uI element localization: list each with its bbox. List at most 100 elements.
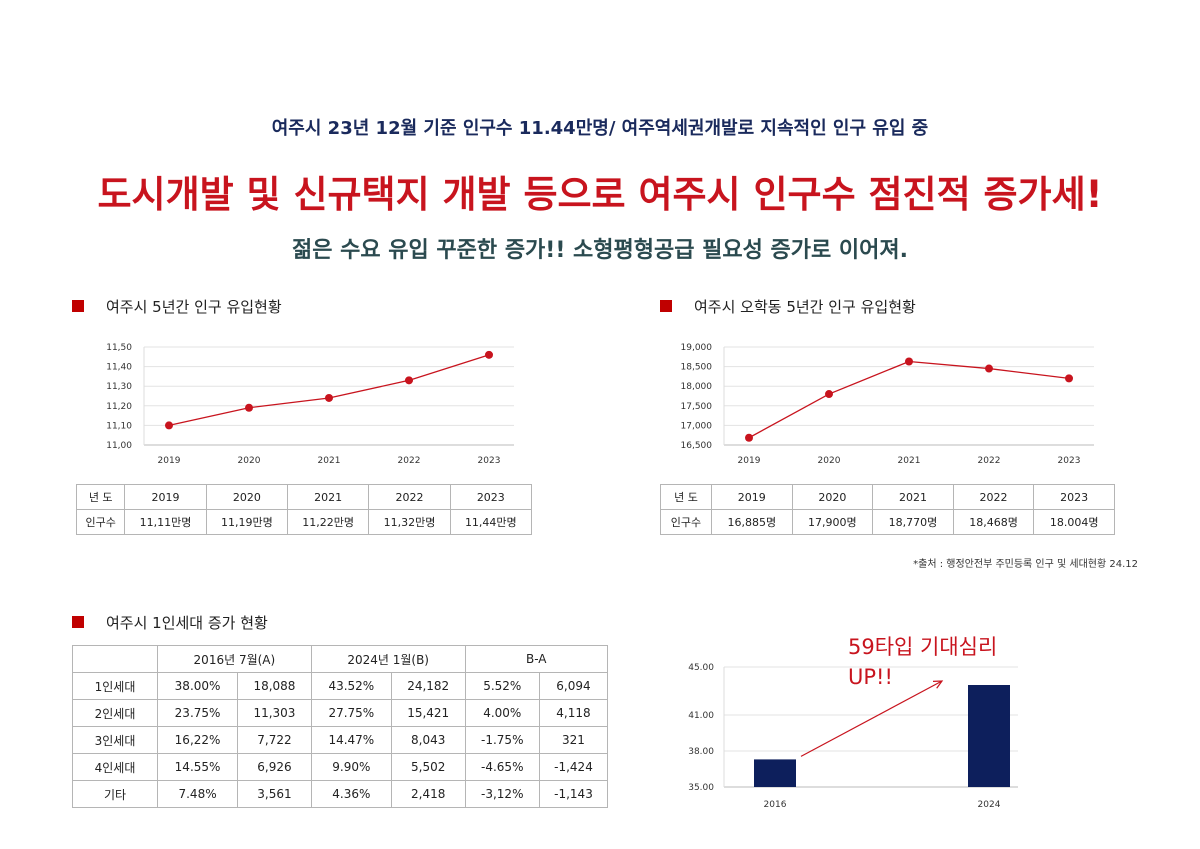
y-tick-label: 45.00 bbox=[688, 663, 714, 673]
table-cell: 년 도 bbox=[75, 484, 126, 510]
x-tick-label: 2023 bbox=[1058, 456, 1081, 466]
right-line-chart: 16,500 17,000 17,500 18,000 18,500 19,000 2019… bbox=[681, 343, 1094, 466]
y-tick-label: 11,40 bbox=[106, 363, 132, 373]
household-section-title: 여주시 1인세대 증가 현황 bbox=[106, 614, 268, 632]
x-tick-label: 2021 bbox=[898, 456, 921, 466]
y-tick-label: 11,10 bbox=[106, 421, 132, 431]
left-population-table: 년 도 2019 2020 2021 2022 2023 인구수 11,11만명… bbox=[75, 484, 533, 535]
series-line bbox=[168, 354, 490, 427]
x-tick-label: 2023 bbox=[478, 456, 501, 466]
table-cell: 18,468명 bbox=[952, 509, 1035, 535]
table-row: 1인세대 38.00% 18,088 43.52% 24,182 5.52% 6… bbox=[72, 672, 609, 700]
table-cell: 2021 bbox=[872, 484, 954, 510]
table-cell: 18,770명 bbox=[872, 509, 954, 535]
table-cell: 2021 bbox=[286, 484, 370, 510]
arrow-head bbox=[932, 680, 944, 689]
y-tick-label: 17,500 bbox=[681, 402, 713, 412]
x-tick-label: 2022 bbox=[978, 456, 1001, 466]
table-row: 년 도 2019 2020 2021 2022 2023 bbox=[75, 484, 533, 510]
table-cell: 인구수 bbox=[660, 509, 712, 535]
table-cell: -4.65% bbox=[464, 753, 540, 781]
y-tick-label: 11,50 bbox=[106, 343, 132, 353]
x-tick-label: 2019 bbox=[158, 456, 181, 466]
table-cell: 1인세대 bbox=[72, 672, 158, 700]
table-cell: 2023 bbox=[449, 484, 533, 510]
y-tick-label: 38.00 bbox=[688, 747, 714, 757]
household-bar-chart: 35.00 38.00 41.00 45.00 2016 2024 bbox=[688, 663, 1018, 810]
table-cell bbox=[72, 645, 158, 673]
table-row: 기타 7.48% 3,561 4.36% 2,418 -3,12% -1,143 bbox=[72, 780, 609, 808]
table-cell: 11,44만명 bbox=[449, 509, 533, 535]
x-tick-label: 2020 bbox=[818, 456, 841, 466]
table-cell: 17,900명 bbox=[791, 509, 874, 535]
table-cell: 16,22% bbox=[156, 726, 239, 754]
table-cell: 2인세대 bbox=[72, 699, 158, 727]
table-cell: 2,418 bbox=[390, 780, 466, 808]
table-cell: 11,11만명 bbox=[124, 509, 207, 535]
table-cell: B-A bbox=[464, 645, 609, 673]
table-cell: 2019 bbox=[124, 484, 207, 510]
right-population-table: 년 도 2019 2020 2021 2022 2023 인구수 16,885명… bbox=[660, 484, 1115, 535]
series-line bbox=[748, 360, 1070, 439]
table-cell: 4인세대 bbox=[72, 753, 158, 781]
table-cell: 11,32만명 bbox=[368, 509, 451, 535]
table-cell: 11,22만명 bbox=[286, 509, 370, 535]
annotation-line: UP!! bbox=[848, 665, 893, 689]
table-cell: 8,043 bbox=[390, 726, 466, 754]
table-cell: 2016년 7월(A) bbox=[157, 645, 312, 673]
annotation-line: 59타입 기대심리 bbox=[848, 635, 998, 659]
table-cell: 18.004명 bbox=[1033, 509, 1115, 535]
table-row: 년 도 2019 2020 2021 2022 2023 bbox=[660, 484, 1115, 510]
table-cell: 2022 bbox=[368, 484, 451, 510]
table-cell: 5.52% bbox=[464, 672, 540, 700]
y-tick-label: 35.00 bbox=[688, 783, 714, 793]
table-row: 2인세대 23.75% 11,303 27.75% 15,421 4.00% 4… bbox=[72, 699, 609, 727]
table-cell: 23.75% bbox=[156, 699, 239, 727]
table-cell: 2020 bbox=[205, 484, 289, 510]
table-cell: 5,502 bbox=[390, 753, 466, 781]
table-cell: 2024년 1월(B) bbox=[310, 645, 466, 673]
trend-arrow bbox=[800, 680, 943, 757]
y-tick-label: 19,000 bbox=[681, 343, 713, 353]
y-tick-label: 11,00 bbox=[106, 441, 132, 451]
table-cell: 7,722 bbox=[237, 726, 312, 754]
left-section-title: 여주시 5년간 인구 유입현황 bbox=[106, 298, 282, 316]
table-cell: 7.48% bbox=[156, 780, 239, 808]
bar bbox=[968, 685, 1010, 787]
data-point bbox=[985, 364, 993, 373]
source-note: *출처 : 행정안전부 주민등록 인구 및 세대현황 24.12 bbox=[913, 559, 1138, 570]
x-tick-label: 2021 bbox=[318, 456, 341, 466]
table-header-row: 2016년 7월(A) 2024년 1월(B) B-A bbox=[72, 645, 609, 673]
table-cell: 6,094 bbox=[538, 672, 609, 700]
tagline: 젊은 수요 유입 꾸준한 증가!! 소형평형공급 필요성 증가로 이어져. bbox=[292, 238, 908, 263]
table-cell: 14.55% bbox=[156, 753, 239, 781]
table-cell: 2020 bbox=[791, 484, 874, 510]
table-cell: 4.36% bbox=[310, 780, 392, 808]
table-cell: 11,19만명 bbox=[205, 509, 289, 535]
y-tick-label: 16,500 bbox=[681, 441, 713, 451]
table-cell: 6,926 bbox=[237, 753, 312, 781]
x-tick-label: 2019 bbox=[738, 456, 761, 466]
table-cell: 18,088 bbox=[237, 672, 312, 700]
headline: 도시개발 및 신규택지 개발 등으로 여주시 인구수 점진적 증가세! bbox=[97, 173, 1103, 216]
table-row: 인구수 16,885명 17,900명 18,770명 18,468명 18.0… bbox=[660, 509, 1115, 535]
table-cell: 기타 bbox=[72, 780, 158, 808]
right-section-title: 여주시 오학동 5년간 인구 유입현황 bbox=[694, 298, 916, 316]
x-tick-label: 2016 bbox=[764, 800, 787, 810]
y-tick-label: 18,500 bbox=[681, 363, 713, 373]
table-cell: 2023 bbox=[1033, 484, 1115, 510]
y-tick-label: 18,000 bbox=[681, 382, 713, 392]
x-tick-label: 2022 bbox=[398, 456, 421, 466]
data-point bbox=[485, 350, 493, 359]
table-cell: 9.90% bbox=[310, 753, 392, 781]
household-table: 2016년 7월(A) 2024년 1월(B) B-A 1인세대 38.00% … bbox=[72, 645, 609, 808]
table-cell: 24,182 bbox=[390, 672, 466, 700]
section-marker bbox=[660, 300, 672, 312]
y-tick-label: 11,30 bbox=[106, 382, 132, 392]
table-cell: 15,421 bbox=[390, 699, 466, 727]
x-tick-label: 2020 bbox=[238, 456, 261, 466]
table-cell: 2019 bbox=[710, 484, 793, 510]
table-cell: 2022 bbox=[952, 484, 1035, 510]
table-cell: 14.47% bbox=[310, 726, 392, 754]
table-cell: -3,12% bbox=[464, 780, 540, 808]
